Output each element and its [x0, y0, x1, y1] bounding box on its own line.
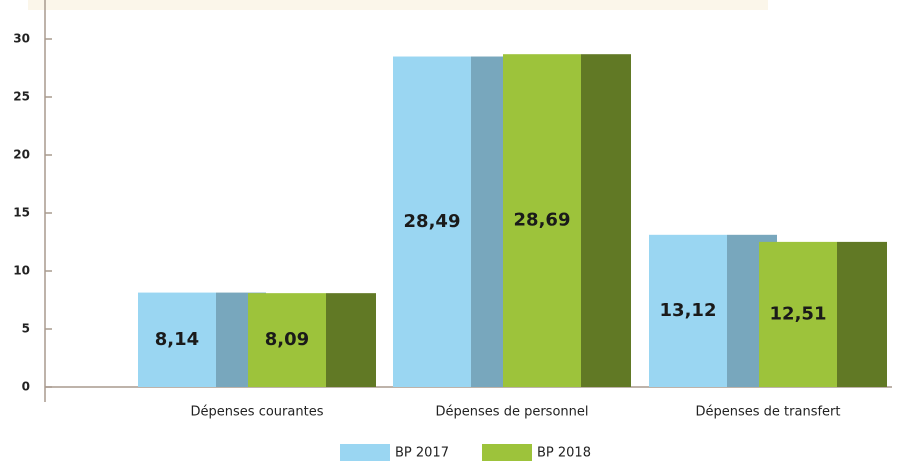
- y-tick-label: 5: [22, 322, 30, 336]
- x-tick-label: Dépenses de personnel: [436, 405, 589, 420]
- legend-swatch: [340, 444, 390, 461]
- legend-swatch: [482, 444, 532, 461]
- value-label: 12,51: [770, 303, 827, 324]
- y-tick-label: 20: [13, 148, 30, 162]
- bar: [248, 293, 326, 387]
- x-tick-label: Dépenses de transfert: [696, 405, 841, 420]
- value-label: 28,69: [514, 210, 571, 231]
- top-band: [28, 0, 768, 10]
- y-tick-label: 25: [13, 90, 30, 104]
- legend-label: BP 2018: [537, 446, 591, 461]
- value-label: 13,12: [660, 300, 717, 321]
- y-tick-label: 15: [13, 206, 30, 220]
- y-tick-label: 30: [13, 32, 30, 46]
- value-label: 8,09: [265, 329, 309, 350]
- value-label: 28,49: [404, 211, 461, 232]
- legend-label: BP 2017: [395, 446, 449, 461]
- y-tick-label: 10: [13, 264, 30, 278]
- bar-side: [326, 293, 376, 387]
- bar: [138, 292, 216, 387]
- bar-side: [581, 54, 631, 388]
- value-label: 8,14: [155, 329, 199, 350]
- bar: [649, 234, 727, 387]
- bar: [759, 241, 837, 387]
- bar: [393, 56, 471, 388]
- bar: [503, 54, 581, 388]
- x-tick-label: Dépenses courantes: [191, 405, 324, 420]
- y-tick-label: 0: [22, 380, 30, 394]
- bar-side: [837, 241, 887, 387]
